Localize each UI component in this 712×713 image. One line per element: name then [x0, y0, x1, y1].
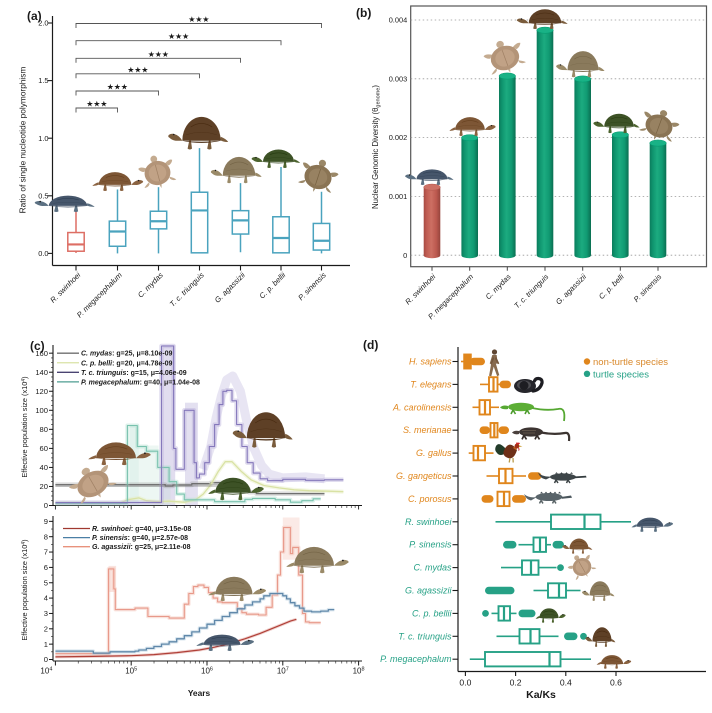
- svg-text:106: 106: [201, 667, 213, 676]
- svg-text:20: 20: [40, 482, 48, 491]
- svg-text:G. gangeticus: G. gangeticus: [396, 471, 452, 481]
- svg-text:P. sinensis: P. sinensis: [409, 540, 452, 550]
- svg-text:120: 120: [35, 387, 48, 396]
- svg-text:0: 0: [44, 655, 48, 664]
- svg-text:non-turtle species: non-turtle species: [593, 357, 668, 368]
- svg-text:3: 3: [44, 609, 48, 618]
- svg-text:1: 1: [44, 640, 48, 649]
- svg-text:2.0: 2.0: [38, 19, 48, 28]
- svg-text:C. porosus: C. porosus: [408, 494, 452, 504]
- svg-text:S. merianae: S. merianae: [403, 425, 452, 435]
- svg-text:P. sinensis: g=40, μ=2.57e-08: P. sinensis: g=40, μ=2.57e-08: [92, 535, 188, 542]
- svg-text:80: 80: [40, 425, 48, 434]
- svg-text:Ratio of single nucleotide pol: Ratio of single nucleotide polymorphism: [18, 67, 28, 214]
- svg-text:0.0: 0.0: [459, 678, 471, 688]
- svg-text:★★★: ★★★: [168, 32, 189, 41]
- svg-text:(a): (a): [27, 9, 42, 23]
- svg-text:140: 140: [35, 368, 48, 377]
- svg-text:1.5: 1.5: [38, 76, 48, 85]
- svg-text:0: 0: [403, 251, 407, 260]
- svg-text:T. elegans: T. elegans: [410, 379, 452, 389]
- svg-text:C. mydas: C. mydas: [413, 563, 452, 573]
- svg-text:108: 108: [353, 667, 365, 676]
- svg-text:G. agassizii: G. agassizii: [405, 586, 453, 596]
- svg-text:★★★: ★★★: [107, 83, 128, 92]
- svg-text:P. megacephalum: g=40, μ=1.04e: P. megacephalum: g=40, μ=1.04e-08: [81, 379, 200, 386]
- svg-text:0.4: 0.4: [560, 678, 572, 688]
- svg-text:0.002: 0.002: [389, 133, 408, 142]
- svg-text:60: 60: [40, 444, 48, 453]
- svg-text:P. megacephalum: P. megacephalum: [380, 654, 452, 664]
- svg-text:160: 160: [35, 349, 48, 358]
- svg-text:104: 104: [40, 667, 52, 676]
- svg-text:4: 4: [44, 594, 48, 603]
- svg-text:Ka/Ks: Ka/Ks: [526, 689, 556, 701]
- svg-text:C. p. bellii: C. p. bellii: [412, 608, 453, 618]
- svg-text:6: 6: [44, 563, 48, 572]
- svg-text:1.0: 1.0: [38, 134, 48, 143]
- svg-text:R. swinhoei: g=40, μ=3.15e-08: R. swinhoei: g=40, μ=3.15e-08: [92, 526, 191, 533]
- svg-text:0.6: 0.6: [610, 678, 622, 688]
- svg-text:C. p. belli: g=20, μ=4.78e-09: C. p. belli: g=20, μ=4.78e-09: [81, 360, 173, 367]
- svg-text:H. sapiens: H. sapiens: [409, 357, 452, 367]
- svg-text:(c): (c): [30, 339, 45, 353]
- svg-text:★★★: ★★★: [127, 65, 148, 74]
- svg-text:G. gallus: G. gallus: [416, 448, 452, 458]
- svg-text:105: 105: [125, 667, 137, 676]
- svg-text:0.001: 0.001: [389, 192, 408, 201]
- svg-text:G. agassizii: g=25, μ=2.11e-08: G. agassizii: g=25, μ=2.11e-08: [92, 544, 191, 551]
- svg-text:R. swinhoei: R. swinhoei: [405, 517, 453, 527]
- svg-text:100: 100: [35, 406, 48, 415]
- svg-text:0.2: 0.2: [510, 678, 522, 688]
- svg-text:5: 5: [44, 578, 48, 587]
- svg-text:turtle species: turtle species: [593, 369, 649, 380]
- svg-text:★★★: ★★★: [188, 15, 209, 24]
- svg-text:0.0: 0.0: [38, 249, 48, 258]
- svg-text:A. carolinensis: A. carolinensis: [392, 402, 452, 412]
- svg-text:0.004: 0.004: [389, 16, 408, 25]
- svg-text:2: 2: [44, 624, 48, 633]
- svg-text:Nuclear Genomic Diversity (θge: Nuclear Genomic Diversity (θgenome): [371, 85, 382, 209]
- svg-text:40: 40: [40, 463, 48, 472]
- svg-text:0.5: 0.5: [38, 191, 48, 200]
- svg-text:★★★: ★★★: [148, 50, 169, 59]
- svg-text:Effective population size (x10: Effective population size (x104): [20, 539, 29, 640]
- svg-text:(b): (b): [356, 6, 371, 20]
- svg-text:9: 9: [44, 517, 48, 526]
- svg-text:107: 107: [277, 667, 289, 676]
- svg-text:Effective population size (x10: Effective population size (x104): [20, 376, 29, 477]
- svg-text:0: 0: [44, 501, 48, 510]
- svg-text:8: 8: [44, 532, 48, 541]
- svg-text:Years: Years: [188, 688, 211, 698]
- svg-text:T. c. triunguis: g=15, μ=4.06e: T. c. triunguis: g=15, μ=4.06e-09: [81, 370, 187, 377]
- svg-text:★★★: ★★★: [86, 100, 107, 109]
- svg-text:T. c. triunguis: T. c. triunguis: [398, 631, 452, 641]
- svg-text:(d): (d): [363, 338, 378, 352]
- svg-text:C. mydas: g=25, μ=8.10e-09: C. mydas: g=25, μ=8.10e-09: [81, 351, 173, 358]
- svg-text:0.003: 0.003: [389, 74, 408, 83]
- svg-text:7: 7: [44, 548, 48, 557]
